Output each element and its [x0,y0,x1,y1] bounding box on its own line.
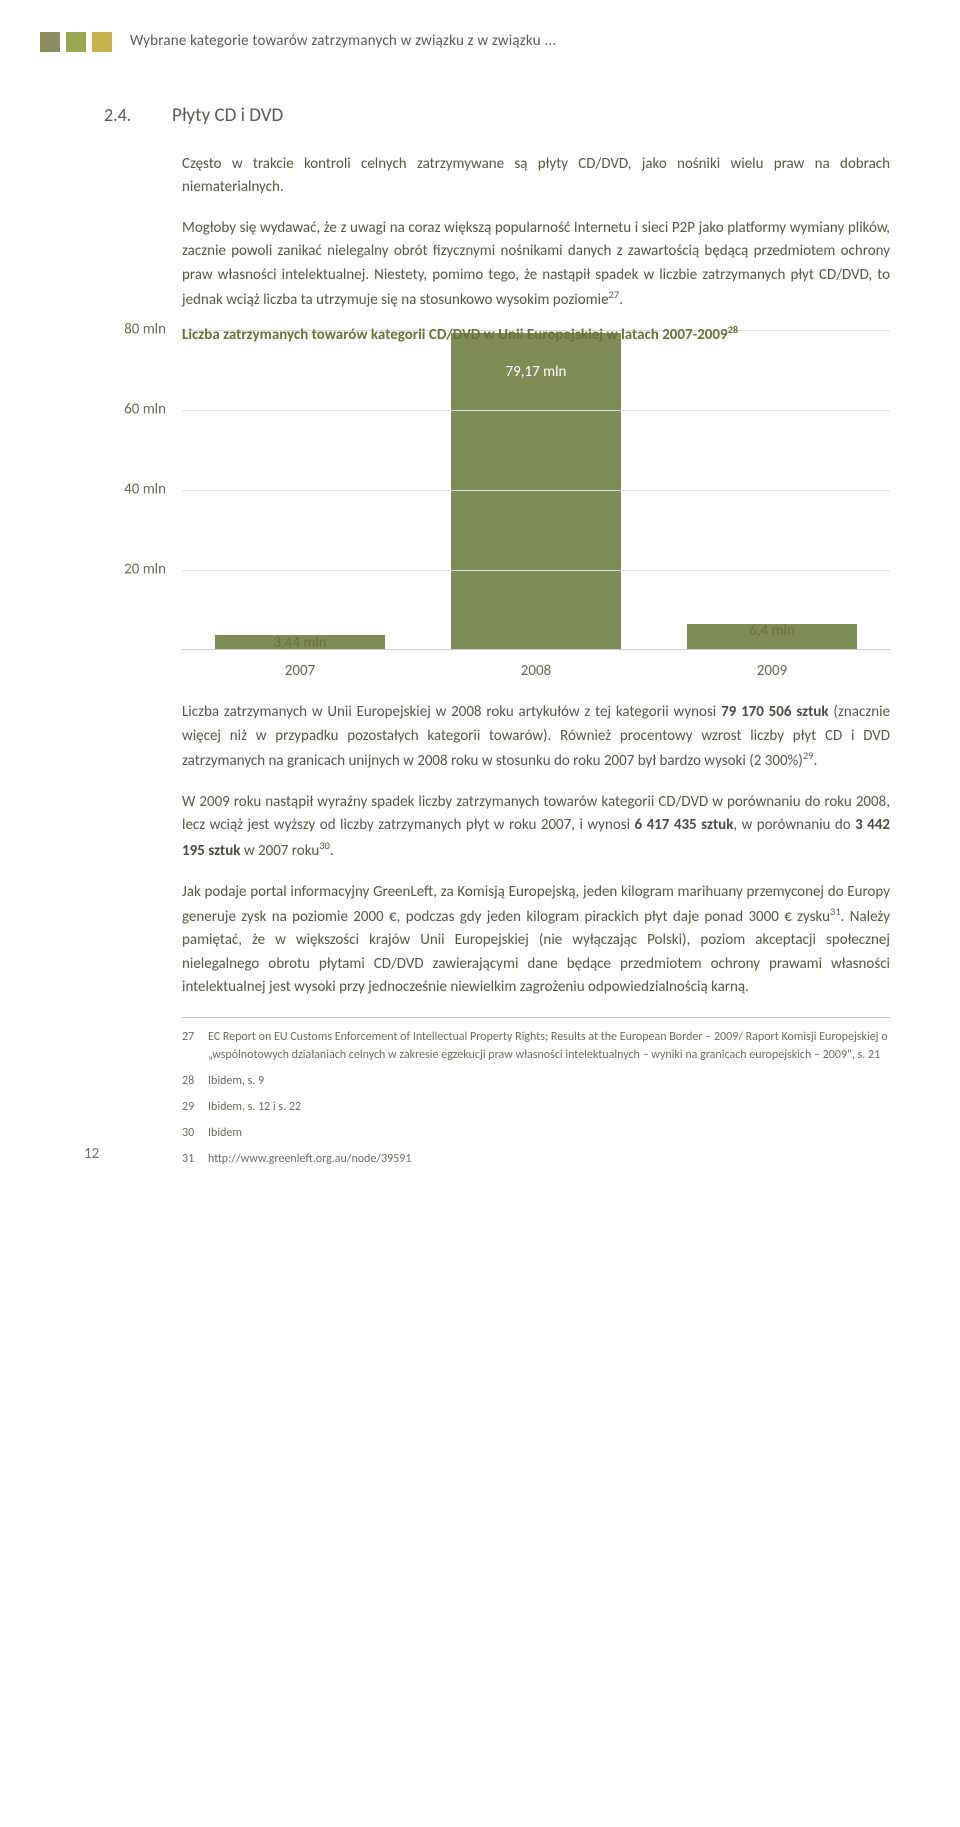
page-number: 12 [84,1143,99,1166]
footnote-text: Ibidem [208,1124,242,1142]
footnote: 30 Ibidem [182,1124,890,1142]
paragraph-1: Często w trakcie kontroli celnych zatrzy… [182,153,890,200]
section-title: Płyty CD i DVD [172,101,283,130]
footnote-number: 28 [182,1072,200,1090]
bar-slot: 3,44 mln [182,635,418,649]
y-axis-label: 60 mln [86,399,166,422]
footnote-ref-31: 31 [830,905,841,918]
p4-b: , w porównaniu do [733,816,855,834]
x-axis-label: 2008 [418,660,654,683]
cd-dvd-chart: Liczba zatrzymanych towarów kategorii CD… [80,330,890,683]
p5-a: Jak podaje portal informacyjny GreenLeft… [182,883,890,926]
footnotes: 27EC Report on EU Customs Enforcement of… [182,1017,890,1168]
footnote-ref-30: 30 [319,839,330,852]
paragraph-4: W 2009 roku nastąpił wyraźny spadek licz… [182,791,890,863]
gridline [182,410,890,411]
chart-title-text: Liczba zatrzymanych towarów kategorii CD… [182,326,728,344]
y-axis-label: 80 mln [86,319,166,342]
footnote-ref-28: 28 [728,323,739,336]
running-head: Wybrane kategorie towarów zatrzymanych w… [130,30,556,53]
p3-bold-1: 79 170 506 sztuk [721,703,829,721]
p4-bold-1: 6 417 435 sztuk [635,816,734,834]
chart-title: Liczba zatrzymanych towarów kategorii CD… [182,322,890,347]
x-axis-label: 2007 [182,660,418,683]
paragraph-5: Jak podaje portal informacyjny GreenLeft… [182,881,890,999]
footnote: 28 Ibidem, s. 9 [182,1072,890,1090]
y-axis-label: 40 mln [86,479,166,502]
x-axis-label: 2009 [654,660,890,683]
footnote-number: 30 [182,1124,200,1142]
bar-value-label: 6,4 mln [749,620,795,643]
y-axis-label: 20 mln [86,559,166,582]
square-1 [40,32,60,52]
footnote-number: 31 [182,1150,200,1168]
bar-slot: 6,4 mln [654,624,890,650]
p4-c: w 2007 roku [240,842,319,860]
gridline [182,490,890,491]
footnote-text: Ibidem, s. 9 [208,1072,264,1090]
p3-a: Liczba zatrzymanych w Unii Europejskiej … [182,703,721,721]
square-2 [66,32,86,52]
bar-value-label: 79,17 mln [506,361,567,384]
footnote: 31 http://www.greenleft.org.au/node/39591 [182,1150,890,1168]
square-3 [92,32,112,52]
header-squares [40,32,112,52]
gridline [182,570,890,571]
bar-value-label: 3,44 mln [273,632,326,655]
section-heading: 2.4. Płyty CD i DVD [104,101,900,130]
footnote-text: EC Report on EU Customs Enforcement of I… [208,1028,890,1064]
section-number: 2.4. [104,102,140,130]
p3-c: . [813,752,817,770]
footnote-ref-29: 29 [803,749,814,762]
footnote: 27EC Report on EU Customs Enforcement of… [182,1028,890,1064]
footnote-text: http://www.greenleft.org.au/node/39591 [208,1150,411,1168]
footnote: 29 Ibidem, s. 12 i s. 22 [182,1098,890,1116]
footnote-number: 27 [182,1028,200,1064]
p2-tail: . [619,291,623,309]
p4-d: . [330,842,334,860]
footnote-number: 29 [182,1098,200,1116]
p2-text: Mogłoby się wydawać, że z uwagi na coraz… [182,219,890,309]
footnote-ref-27: 27 [609,288,620,301]
page-header: Wybrane kategorie towarów zatrzymanych w… [40,30,900,53]
paragraph-3: Liczba zatrzymanych w Unii Europejskiej … [182,701,890,773]
footnote-text: Ibidem, s. 12 i s. 22 [208,1098,301,1116]
paragraph-2: Mogłoby się wydawać, że z uwagi na coraz… [182,217,890,312]
